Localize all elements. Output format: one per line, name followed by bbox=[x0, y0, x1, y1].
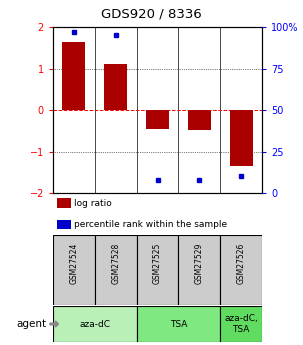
Bar bbox=[137, 306, 220, 342]
Bar bbox=[146, 110, 169, 129]
Bar bbox=[104, 65, 127, 110]
Bar bbox=[95, 235, 137, 305]
Text: GSM27524: GSM27524 bbox=[69, 243, 78, 284]
Text: GDS920 / 8336: GDS920 / 8336 bbox=[101, 8, 202, 21]
Text: GSM27525: GSM27525 bbox=[153, 243, 162, 284]
Text: GSM27528: GSM27528 bbox=[111, 243, 120, 284]
Bar bbox=[137, 235, 178, 305]
Bar bbox=[57, 198, 71, 208]
Text: GSM27529: GSM27529 bbox=[195, 243, 204, 284]
Bar bbox=[220, 306, 262, 342]
Bar bbox=[178, 235, 220, 305]
Bar bbox=[53, 235, 95, 305]
Text: aza-dC,
TSA: aza-dC, TSA bbox=[224, 314, 258, 334]
Text: TSA: TSA bbox=[170, 319, 187, 328]
Text: log ratio: log ratio bbox=[74, 199, 112, 208]
Text: GSM27526: GSM27526 bbox=[237, 243, 246, 284]
Bar bbox=[57, 219, 71, 229]
Bar bbox=[230, 110, 253, 166]
Text: aza-dC: aza-dC bbox=[79, 319, 110, 328]
Bar bbox=[62, 42, 85, 110]
Text: percentile rank within the sample: percentile rank within the sample bbox=[74, 220, 227, 229]
Bar bbox=[53, 306, 137, 342]
Bar bbox=[188, 110, 211, 130]
Text: agent: agent bbox=[17, 319, 47, 329]
Bar bbox=[220, 235, 262, 305]
